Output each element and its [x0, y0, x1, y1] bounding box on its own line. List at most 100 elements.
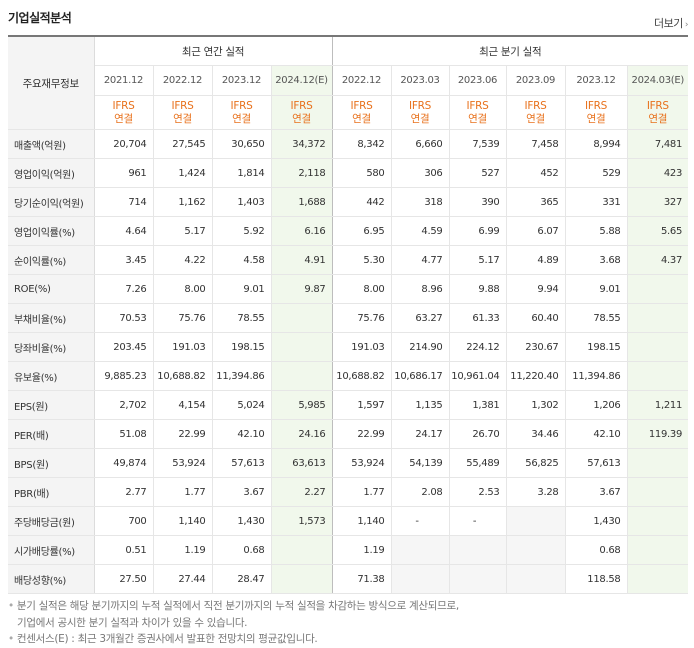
value-cell: 2.08: [390, 477, 449, 507]
bullet-icon: •: [8, 600, 14, 612]
table-row: PER(배) 51.08 22.99 42.10 24.16 22.99 24.17 26.7…: [8, 419, 689, 449]
value-cell: 78.55: [564, 303, 627, 333]
value-cell: 5.65: [626, 216, 689, 246]
standard-label-bottom: 연결: [232, 112, 251, 125]
value-cell: 390: [448, 187, 506, 217]
row-label: 유보율(%): [8, 361, 95, 391]
value-cell: 1,302: [505, 390, 565, 420]
standard-header: IFRS 연결: [505, 95, 565, 130]
table-row: 영업이익(억원) 961 1,424 1,814 2,118 580 306 527 452 52…: [8, 158, 689, 188]
standard-header: IFRS 연결: [390, 95, 449, 130]
period-header: 2023.12: [211, 65, 271, 96]
table-row: 매출액(억원) 20,704 27,545 30,650 34,372 8,342 6,66…: [8, 129, 689, 159]
standard-header: IFRS 연결: [564, 95, 627, 130]
value-cell: 1,573: [270, 506, 332, 536]
value-cell: 4.59: [390, 216, 449, 246]
value-cell: 1,135: [390, 390, 449, 420]
standard-header-row: IFRS 연결 IFRS 연결 IFRS 연결 IFRS 연결 IFRS 연결 IFRS 연결 IFRS…: [8, 95, 689, 130]
value-cell: 26.70: [448, 419, 506, 449]
value-cell: 4.58: [211, 245, 271, 275]
value-cell: 203.45: [93, 332, 153, 362]
row-label: 영업이익(억원): [8, 158, 95, 188]
value-cell: 10,688.82: [331, 361, 391, 391]
value-cell: 8.00: [152, 274, 212, 304]
value-cell: 57,613: [211, 448, 271, 478]
group-header-row: 주요재무정보 최근 연간 실적 최근 분기 실적: [8, 35, 689, 130]
value-cell: 78.55: [211, 303, 271, 333]
value-cell: 7,458: [505, 129, 565, 159]
value-cell: [270, 535, 332, 565]
period-header: 2023.12: [564, 65, 627, 96]
value-cell: 30,650: [211, 129, 271, 159]
value-cell: 34.46: [505, 419, 565, 449]
value-cell: -: [390, 506, 449, 536]
value-cell: 191.03: [331, 332, 391, 362]
value-cell: 5.92: [211, 216, 271, 246]
value-cell: 306: [390, 158, 449, 188]
footnote-text: 컨센서스(E) : 최근 3개월간 증권사에서 발표한 전망치의 평균값입니다.: [16, 633, 318, 645]
value-cell: 529: [564, 158, 627, 188]
footnote-text: 기업에서 공시한 분기 실적과 차이가 있을 수 있습니다.: [17, 616, 248, 629]
value-cell: 331: [564, 187, 627, 217]
footnote-text: 분기 실적은 해당 분기까지의 누적 실적에서 직전 분기까지의 누적 실적을 …: [16, 600, 459, 612]
value-cell: 11,394.86: [564, 361, 627, 391]
value-cell: 1.77: [331, 477, 391, 507]
value-cell: [626, 274, 689, 304]
standard-header: IFRS 연결: [152, 95, 212, 130]
value-cell: 1,381: [448, 390, 506, 420]
value-cell: 7,539: [448, 129, 506, 159]
row-label: ROE(%): [8, 274, 95, 304]
value-cell: 1.19: [152, 535, 212, 565]
table-row: 배당성향(%) 27.50 27.44 28.47 71.38 118.58: [8, 564, 689, 594]
value-cell: 75.76: [331, 303, 391, 333]
value-cell: 42.10: [211, 419, 271, 449]
row-label: 순이익률(%): [8, 245, 95, 275]
value-cell: 7,481: [626, 129, 689, 159]
value-cell: 5.30: [331, 245, 391, 275]
value-cell: 318: [390, 187, 449, 217]
value-cell: 5.17: [152, 216, 212, 246]
value-cell: 1,814: [211, 158, 271, 188]
value-cell: [390, 535, 449, 565]
value-cell: 54,139: [390, 448, 449, 478]
value-cell: [448, 535, 506, 565]
standard-header: IFRS 연결: [93, 95, 153, 130]
value-cell: [270, 361, 332, 391]
value-cell: 2.77: [93, 477, 153, 507]
table-row: 시가배당률(%) 0.51 1.19 0.68 1.19 0.68: [8, 535, 689, 565]
period-header-row: 2021.12 2022.12 2023.12 2024.12(E) 2022.12 20…: [8, 65, 689, 96]
value-cell: 3.68: [564, 245, 627, 275]
value-cell: 1,403: [211, 187, 271, 217]
row-label: BPS(원): [8, 448, 95, 478]
value-cell: 8,342: [331, 129, 391, 159]
standard-label-bottom: 연결: [410, 112, 430, 125]
row-label: PBR(배): [8, 477, 95, 507]
value-cell: 75.76: [152, 303, 212, 333]
period-header: 2023.06: [448, 65, 506, 96]
value-cell: 1,424: [152, 158, 212, 188]
value-cell: 11,220.40: [505, 361, 565, 391]
value-cell: 4,154: [152, 390, 212, 420]
value-cell: 442: [331, 187, 391, 217]
value-cell: 961: [93, 158, 153, 188]
value-cell: 9.01: [564, 274, 627, 304]
value-cell: 119.39: [626, 419, 689, 449]
value-cell: 4.22: [152, 245, 212, 275]
value-cell: 6.16: [270, 216, 332, 246]
value-cell: 8.96: [390, 274, 449, 304]
standard-label-bottom: 연결: [586, 112, 606, 125]
period-header: 2024.03(E): [626, 65, 689, 96]
table-row: PBR(배) 2.77 1.77 3.67 2.27 1.77 2.08 2.53 3.28 3.…: [8, 477, 689, 507]
value-cell: 27.44: [152, 564, 212, 594]
value-cell: [270, 303, 332, 333]
annual-group-header: 최근 연간 실적: [93, 35, 332, 66]
standard-label-top: IFRS: [585, 99, 607, 112]
row-label: EPS(원): [8, 390, 95, 420]
standard-label-top: IFRS: [409, 99, 431, 112]
value-cell: 71.38: [331, 564, 391, 594]
more-link[interactable]: 더보기 ›: [654, 15, 689, 31]
value-cell: 10,961.04: [448, 361, 506, 391]
value-cell: 452: [505, 158, 565, 188]
value-cell: 27,545: [152, 129, 212, 159]
